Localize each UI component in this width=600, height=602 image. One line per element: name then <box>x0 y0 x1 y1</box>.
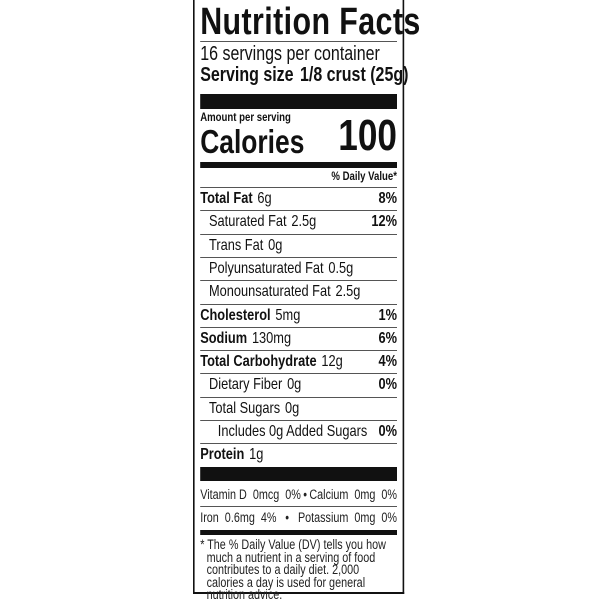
nutrient-name: Polyunsaturated Fat <box>209 259 324 277</box>
nutrient-row: Total Sugars 0g <box>200 399 397 419</box>
nutrient-name: Includes 0g Added Sugars <box>217 423 368 440</box>
nutrient-daily-value: 12% <box>371 213 397 231</box>
nutrient-amount: 1g <box>249 446 264 464</box>
nutrient-amount: 5mg <box>275 306 301 324</box>
micronutrient-sep: • <box>303 487 307 502</box>
nutrient-name: Saturated Fat <box>209 213 287 231</box>
nutrient-name-amount: Polyunsaturated Fat 0.5g <box>200 259 353 279</box>
micronutrient-right: Potassium 0mg 0% <box>297 510 397 525</box>
micronutrient-left: Iron 0.6mg 4% <box>200 510 277 525</box>
divider <box>200 506 397 507</box>
divider <box>200 396 397 398</box>
nutrient-name: Total Sugars <box>209 399 281 417</box>
nutrient-daily-value: 0% <box>378 376 398 394</box>
nutrient-daily-value: 0% <box>378 423 398 440</box>
nutrient-row: Sodium 130mg 6% <box>200 329 397 349</box>
nutrient-daily-value: 4% <box>378 353 398 371</box>
nutrient-name-amount: Dietary Fiber 0g <box>200 375 301 395</box>
nutrient-name-amount: Total Sugars 0g <box>200 399 299 419</box>
medium-divider <box>200 530 397 535</box>
nutrient-amount: 0g <box>287 376 302 394</box>
micronutrient-row: Iron 0.6mg 4% • Potassium 0mg 0% <box>200 508 397 528</box>
nutrient-row: Cholesterol 5mg 1% <box>200 306 397 326</box>
nutrient-row: Total Carbohydrate 12g 4% <box>200 352 397 372</box>
nutrient-name: Total Fat <box>200 190 253 207</box>
divider <box>200 326 397 328</box>
calories-left: Amount per serving Calories <box>200 110 305 160</box>
nutrient-name: Cholesterol <box>200 306 271 324</box>
nutrient-amount: 0.5g <box>328 259 354 277</box>
nutrient-name-amount: Sodium 130mg <box>200 329 291 349</box>
divider <box>200 443 397 445</box>
nutrient-row: Saturated Fat 2.5g 12% <box>200 212 397 232</box>
nutrient-name: Monounsaturated Fat <box>209 283 331 301</box>
medium-divider <box>200 162 397 168</box>
divider <box>200 303 397 305</box>
calories-block: Amount per serving Calories 100 <box>200 110 397 160</box>
nutrient-daily-value: 1% <box>378 306 398 324</box>
micronutrient-left: Vitamin D 0mcg 0% <box>200 487 301 502</box>
divider <box>200 256 397 258</box>
nutrient-row: Trans Fat 0g <box>200 236 397 256</box>
nutrient-name: Sodium <box>200 329 248 347</box>
divider <box>200 350 397 352</box>
divider <box>200 233 397 235</box>
divider <box>200 420 397 421</box>
thick-divider <box>200 94 397 109</box>
nutrient-amount: 130mg <box>251 329 292 347</box>
nutrient-amount: 12g <box>321 353 343 371</box>
nutrient-amount: 6g <box>257 190 272 207</box>
nutrient-name-amount: Monounsaturated Fat 2.5g <box>200 282 360 302</box>
nutrient-name-amount: Total Carbohydrate 12g <box>200 352 343 372</box>
micronutrient-right: Calcium 0mg 0% <box>309 487 397 502</box>
nutrient-name-amount: Protein 1g <box>200 445 263 465</box>
nutrient-daily-value: 8% <box>378 190 398 207</box>
nutrient-name-amount: Total Fat 6g <box>200 189 271 209</box>
nutrient-row: Protein 1g <box>200 445 397 465</box>
nutrient-row: Monounsaturated Fat 2.5g <box>200 282 397 302</box>
nutrient-name: Trans Fat <box>209 236 264 254</box>
label-title: Nutrition Facts <box>200 1 421 43</box>
divider <box>200 373 397 375</box>
nutrient-name-amount: Saturated Fat 2.5g <box>200 212 316 232</box>
nutrient-amount: 0g <box>268 236 283 254</box>
divider <box>200 210 397 212</box>
thick-divider <box>200 467 397 481</box>
nutrient-name: Total Carbohydrate <box>200 353 317 371</box>
serving-size-label: Serving size <box>200 64 294 86</box>
nutrient-row: Dietary Fiber 0g 0% <box>200 375 397 395</box>
footnote: * The % Daily Value (DV) tells you how m… <box>200 537 386 602</box>
nutrient-name-amount: Cholesterol 5mg <box>200 306 300 326</box>
nutrient-name-amount: Includes 0g Added Sugars <box>200 422 372 442</box>
divider <box>200 41 397 42</box>
daily-value-header: % Daily Value* <box>331 169 397 183</box>
micronutrient-row: Vitamin D 0mcg 0% • Calcium 0mg 0% <box>200 485 397 505</box>
divider <box>200 187 397 188</box>
nutrient-amount: 2.5g <box>291 213 317 231</box>
nutrient-amount: 2.5g <box>335 283 361 301</box>
nutrient-name-amount: Trans Fat 0g <box>200 236 282 256</box>
servings-per-container: 16 servings per container <box>200 43 380 65</box>
serving-size: Serving size 1/8 crust (25g) <box>200 64 408 86</box>
calories-value: 100 <box>338 111 397 160</box>
nutrient-row: Total Fat 6g 8% <box>200 189 397 209</box>
micronutrient-sep: • <box>285 510 290 525</box>
nutrition-facts-label: Nutrition Facts 16 servings per containe… <box>193 0 421 601</box>
calories-label: Calories <box>200 123 305 160</box>
divider <box>200 280 397 282</box>
serving-size-value: 1/8 crust (25g) <box>299 64 409 86</box>
nutrient-row: Polyunsaturated Fat 0.5g <box>200 259 397 279</box>
nutrient-name: Dietary Fiber <box>209 376 283 394</box>
nutrient-daily-value: 6% <box>378 329 398 347</box>
nutrient-row: Includes 0g Added Sugars 0% <box>200 422 397 442</box>
nutrient-name: Protein <box>200 446 245 464</box>
nutrient-amount: 0g <box>284 399 300 417</box>
amount-per-serving: Amount per serving <box>200 110 291 124</box>
